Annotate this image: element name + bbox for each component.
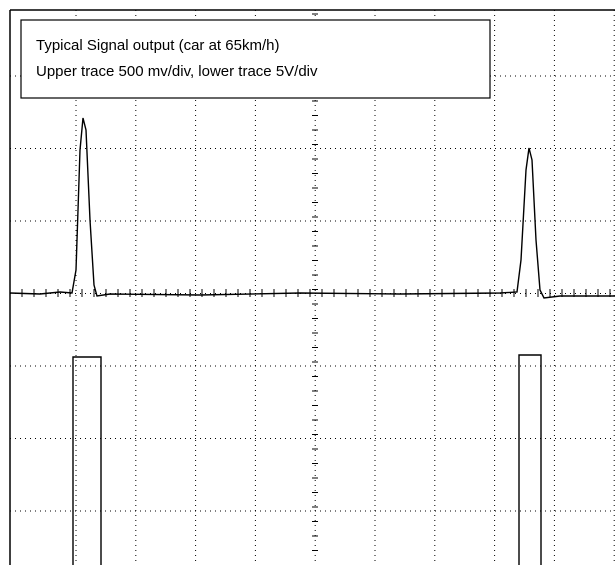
lower-trace-pulse-1: [72, 356, 102, 565]
legend-line: Upper trace 500 mv/div, lower trace 5V/d…: [36, 63, 318, 80]
upper-trace: [9, 117, 615, 299]
legend-box: [20, 19, 491, 99]
legend-line: Typical Signal output (car at 65km/h): [36, 37, 279, 54]
lower-trace-pulse-2: [518, 354, 542, 565]
